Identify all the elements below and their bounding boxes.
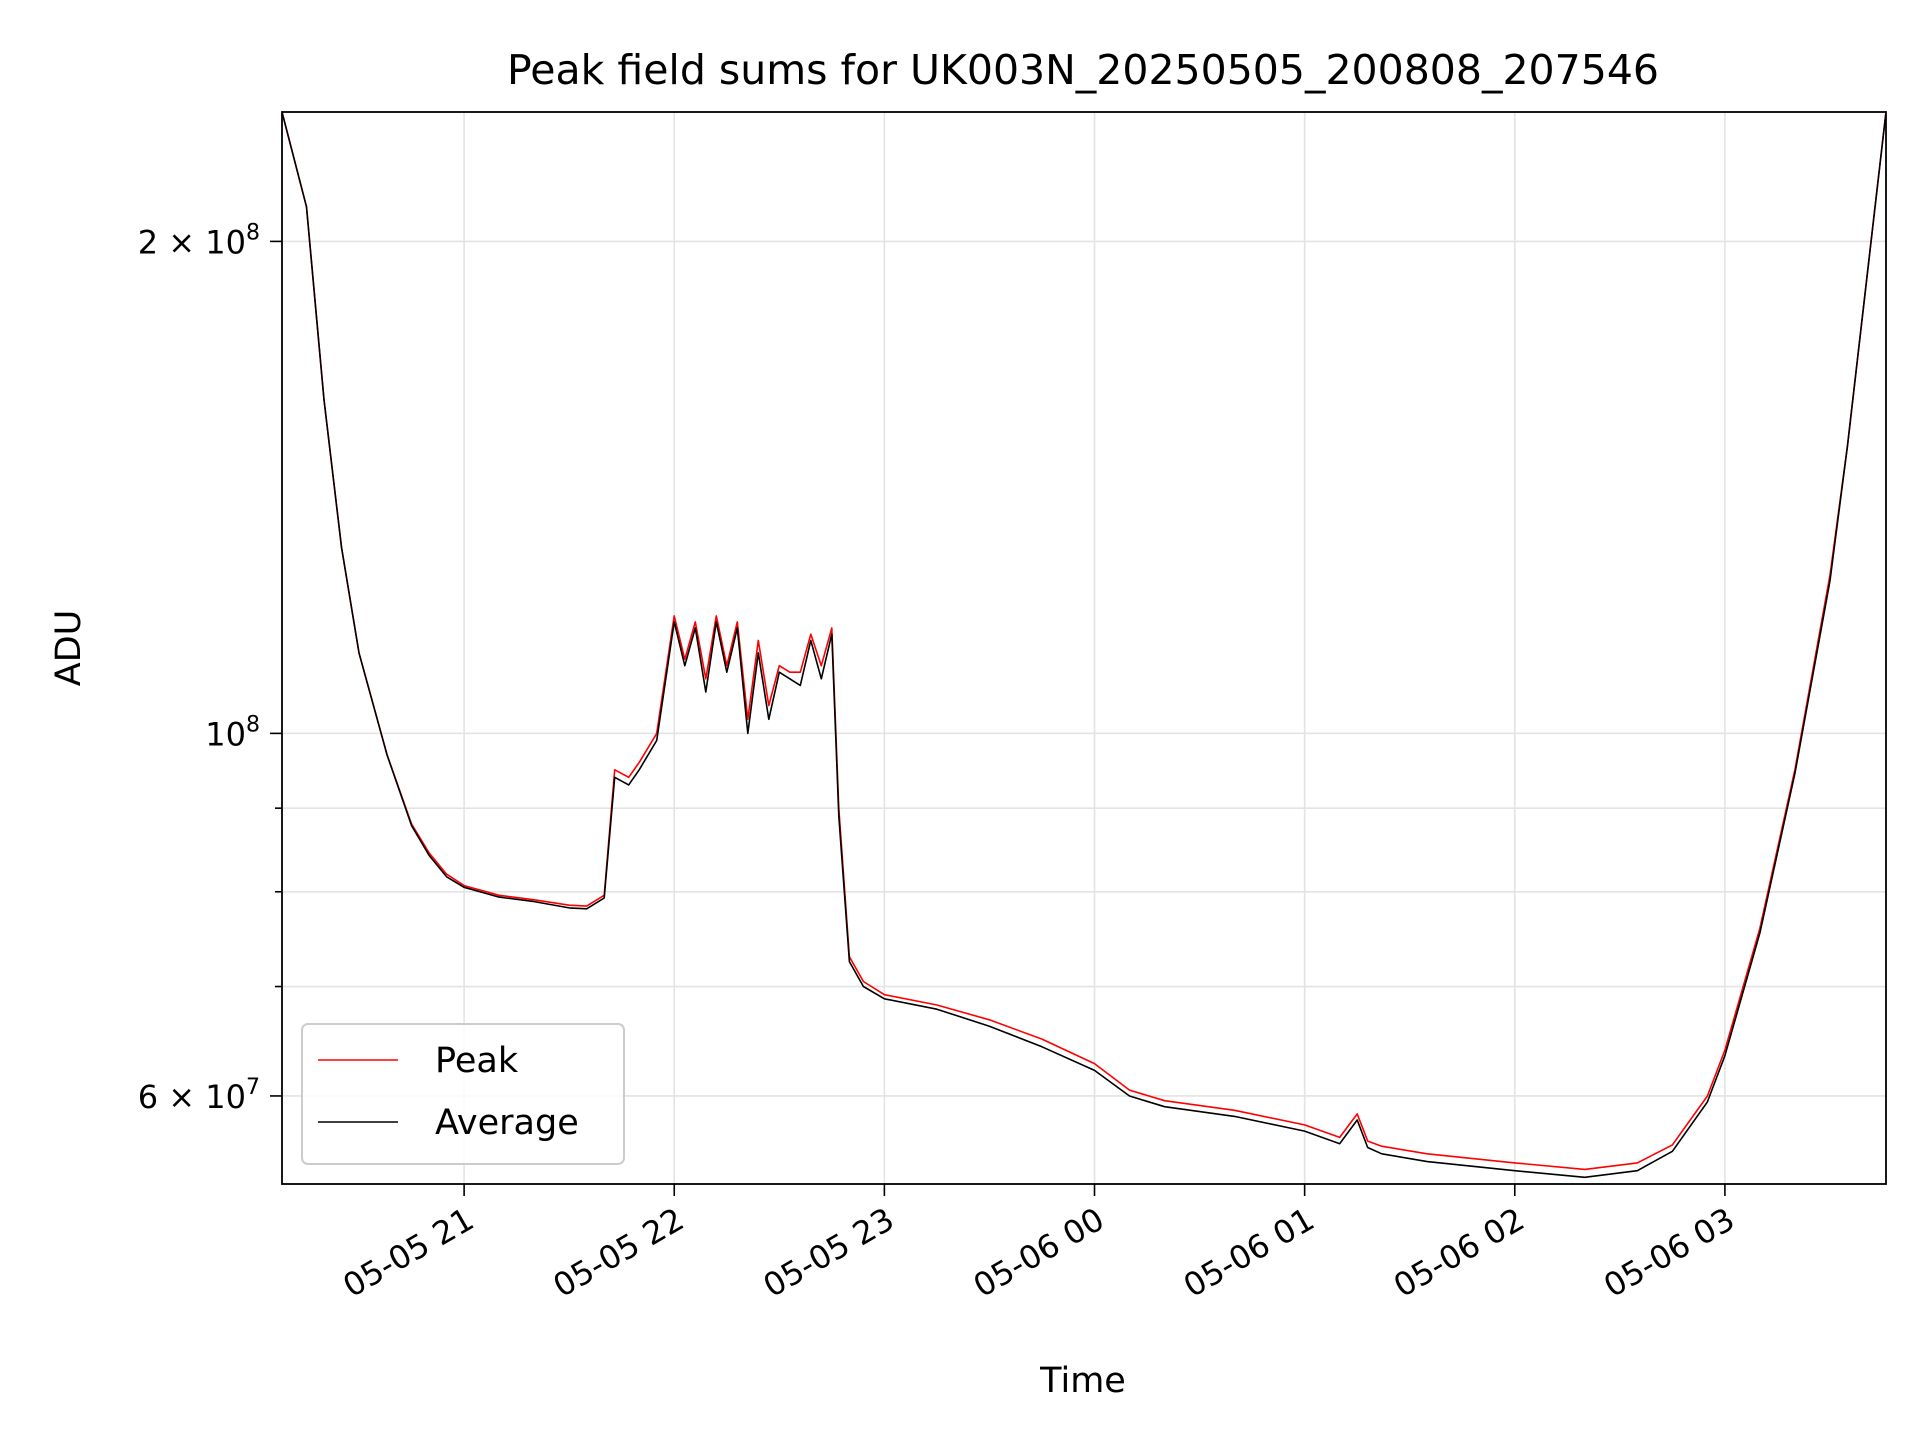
legend-label-peak: Peak (435, 1041, 519, 1081)
legend-label-average: Average (435, 1103, 579, 1143)
chart-title: Peak field sums for UK003N_20250505_2008… (507, 46, 1659, 94)
legend-box (301, 1023, 625, 1165)
series-line-average (282, 112, 1886, 1179)
plot-series (282, 112, 1886, 1179)
plot-frame (281, 111, 1887, 1185)
legend: Peak Average (301, 1023, 625, 1165)
x-axis-label: Time (1039, 1361, 1126, 1401)
y-tick-label: 2 × 108 (138, 220, 260, 261)
y-tick-label: 6 × 107 (138, 1075, 260, 1116)
y-axis-label: ADU (49, 610, 89, 687)
grid (282, 112, 1886, 1184)
y-tick-label: 108 (205, 712, 260, 753)
series-line-peak (282, 112, 1886, 1171)
